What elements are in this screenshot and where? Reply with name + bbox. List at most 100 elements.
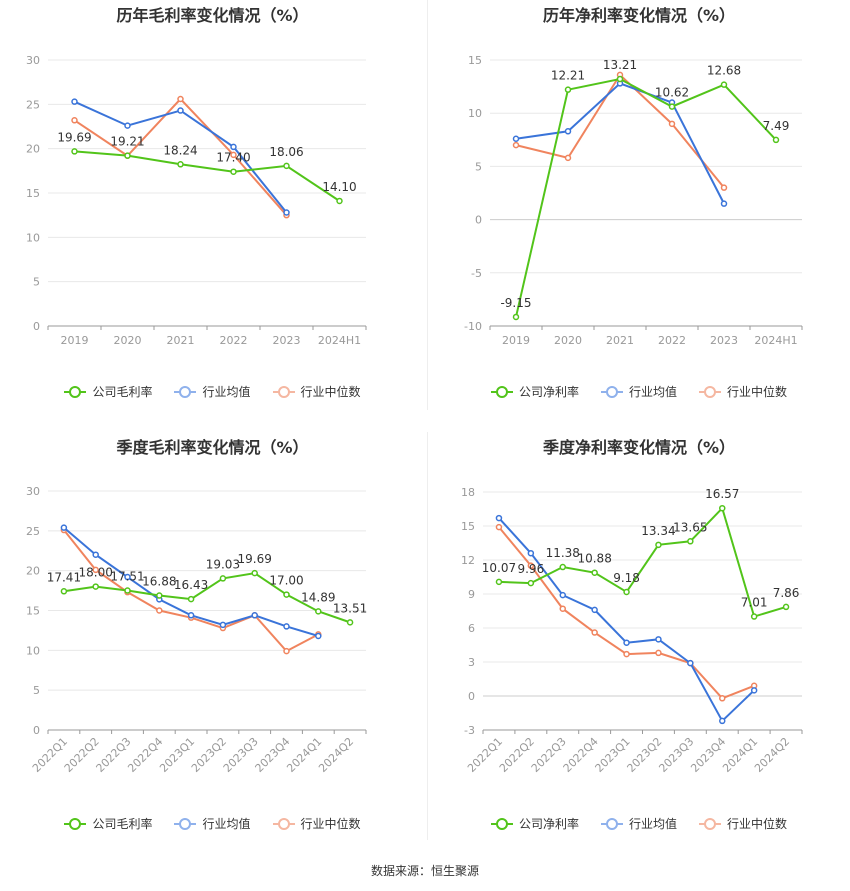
y-tick-label: 12 (461, 554, 475, 567)
y-tick-label: 3 (468, 656, 475, 669)
data-label: 12.68 (707, 64, 741, 78)
legend-item[interactable]: 行业中位数 (272, 815, 361, 832)
y-tick-label: 20 (26, 143, 40, 156)
data-point (591, 569, 598, 576)
data-point (156, 592, 163, 599)
series-line (515, 77, 777, 318)
legend-item[interactable]: 公司净利率 (490, 815, 579, 832)
chart-svg: -10 -5 0 5 10 15 2019 2020 2021 2022 2023 2024H1 -9.… (464, 54, 803, 347)
x-tick-label: 2019 (502, 334, 530, 347)
data-label: 10.88 (577, 552, 611, 566)
legend-swatch-icon (600, 385, 623, 398)
data-label: 17.40 (216, 151, 250, 165)
data-point (177, 161, 184, 168)
legend-item[interactable]: 公司毛利率 (64, 383, 152, 400)
legend-item[interactable]: 行业中位数 (699, 383, 787, 400)
data-point (71, 117, 78, 124)
data-point (527, 579, 535, 587)
data-label: 10.07 (482, 561, 516, 575)
data-point (750, 687, 758, 694)
series-line (498, 526, 755, 700)
y-tick-label: 25 (26, 98, 40, 111)
y-tick-label: 0 (475, 214, 482, 227)
x-tick-label: 2019 (61, 334, 89, 347)
data-point (230, 168, 237, 175)
x-tick-label: 2023 (710, 334, 738, 347)
data-point (527, 549, 535, 557)
chart-title: 季度净利率变化情况（%） (542, 438, 736, 457)
x-tick-label: 2024H1 (318, 334, 361, 347)
data-point (60, 588, 68, 595)
data-point (336, 197, 343, 205)
data-label: 18.00 (79, 566, 113, 580)
legend-item[interactable]: 行业均值 (600, 383, 677, 400)
data-point (720, 200, 728, 207)
data-point (124, 122, 131, 129)
data-label: 18.06 (269, 145, 303, 159)
legend-item[interactable]: 行业中位数 (272, 383, 361, 400)
legend-item[interactable]: 行业中位数 (699, 815, 787, 832)
data-point (591, 629, 598, 636)
series-line (74, 150, 341, 202)
y-tick-label: 15 (26, 187, 40, 200)
data-point (719, 695, 726, 702)
chart-title: 季度毛利率变化情况（%） (116, 438, 309, 457)
legend-label: 公司毛利率 (92, 817, 153, 831)
data-point (616, 75, 624, 83)
data-point (512, 135, 520, 142)
y-tick-label: 0 (33, 320, 40, 333)
legend-swatch-icon (600, 817, 623, 830)
legend-item[interactable]: 行业均值 (174, 815, 251, 832)
data-point (315, 608, 322, 615)
chart-svg: -303691215182022Q12022Q22022Q32022Q42023… (461, 486, 803, 775)
data-label: 13.51 (333, 601, 367, 615)
chart-legend[interactable]: 公司净利率 行业均值 行业中位数 (428, 815, 850, 832)
chart-svg: 0510152025302022Q12022Q22022Q32022Q42023… (26, 485, 367, 775)
legend-item[interactable]: 行业均值 (600, 815, 677, 832)
data-label: 13.34 (641, 524, 675, 538)
data-point (495, 514, 503, 522)
data-point (495, 523, 503, 531)
data-point (177, 95, 184, 103)
data-label: 16.88 (142, 575, 176, 589)
data-label: 18.24 (163, 143, 197, 157)
x-tick-label: 2020 (114, 334, 142, 347)
legend-swatch-icon (699, 385, 721, 398)
y-tick-label: -10 (464, 320, 482, 333)
chart-quarterly-gross-margin: 季度毛利率变化情况（%） 0 5 10 15 20 25 30 2022Q1 2022Q2 202… (0, 432, 425, 842)
series-line (515, 82, 725, 205)
data-point (71, 98, 78, 105)
legend-swatch-icon (64, 817, 87, 830)
data-point (495, 578, 503, 586)
legend-item[interactable]: 行业均值 (174, 383, 251, 400)
data-point (512, 141, 520, 149)
data-point (283, 623, 290, 630)
data-label: 7.49 (763, 119, 790, 133)
data-label: 19.69 (57, 130, 91, 144)
data-point (655, 541, 662, 549)
data-point (251, 569, 258, 577)
chart-legend[interactable]: 公司净利率 行业均值 行业中位数 (428, 383, 850, 400)
panel-divider-top (427, 0, 428, 410)
legend-label: 行业均值 (202, 817, 251, 831)
series-line (498, 506, 787, 618)
y-tick-label: 15 (26, 605, 40, 618)
chart-legend[interactable]: 公司毛利率 行业均值 行业中位数 (0, 383, 425, 400)
data-source-note: 数据来源：恒生聚源 (370, 864, 479, 878)
data-point (527, 562, 535, 569)
data-point (772, 136, 780, 144)
chart-legend[interactable]: 公司毛利率 行业均值 行业中位数 (0, 815, 425, 832)
y-tick-label: 0 (468, 690, 475, 703)
data-label: 16.57 (705, 487, 739, 501)
legend-item[interactable]: 公司净利率 (490, 383, 579, 400)
y-tick-label: 6 (468, 622, 475, 635)
data-point (187, 595, 195, 603)
data-point (177, 107, 184, 114)
legend-item[interactable]: 公司毛利率 (64, 815, 152, 832)
data-label: 14.10 (322, 180, 356, 194)
legend-label: 行业中位数 (300, 817, 361, 831)
legend-label: 行业均值 (628, 817, 677, 831)
data-point (668, 103, 676, 110)
data-point (92, 566, 99, 574)
data-label: 13.65 (673, 520, 707, 534)
